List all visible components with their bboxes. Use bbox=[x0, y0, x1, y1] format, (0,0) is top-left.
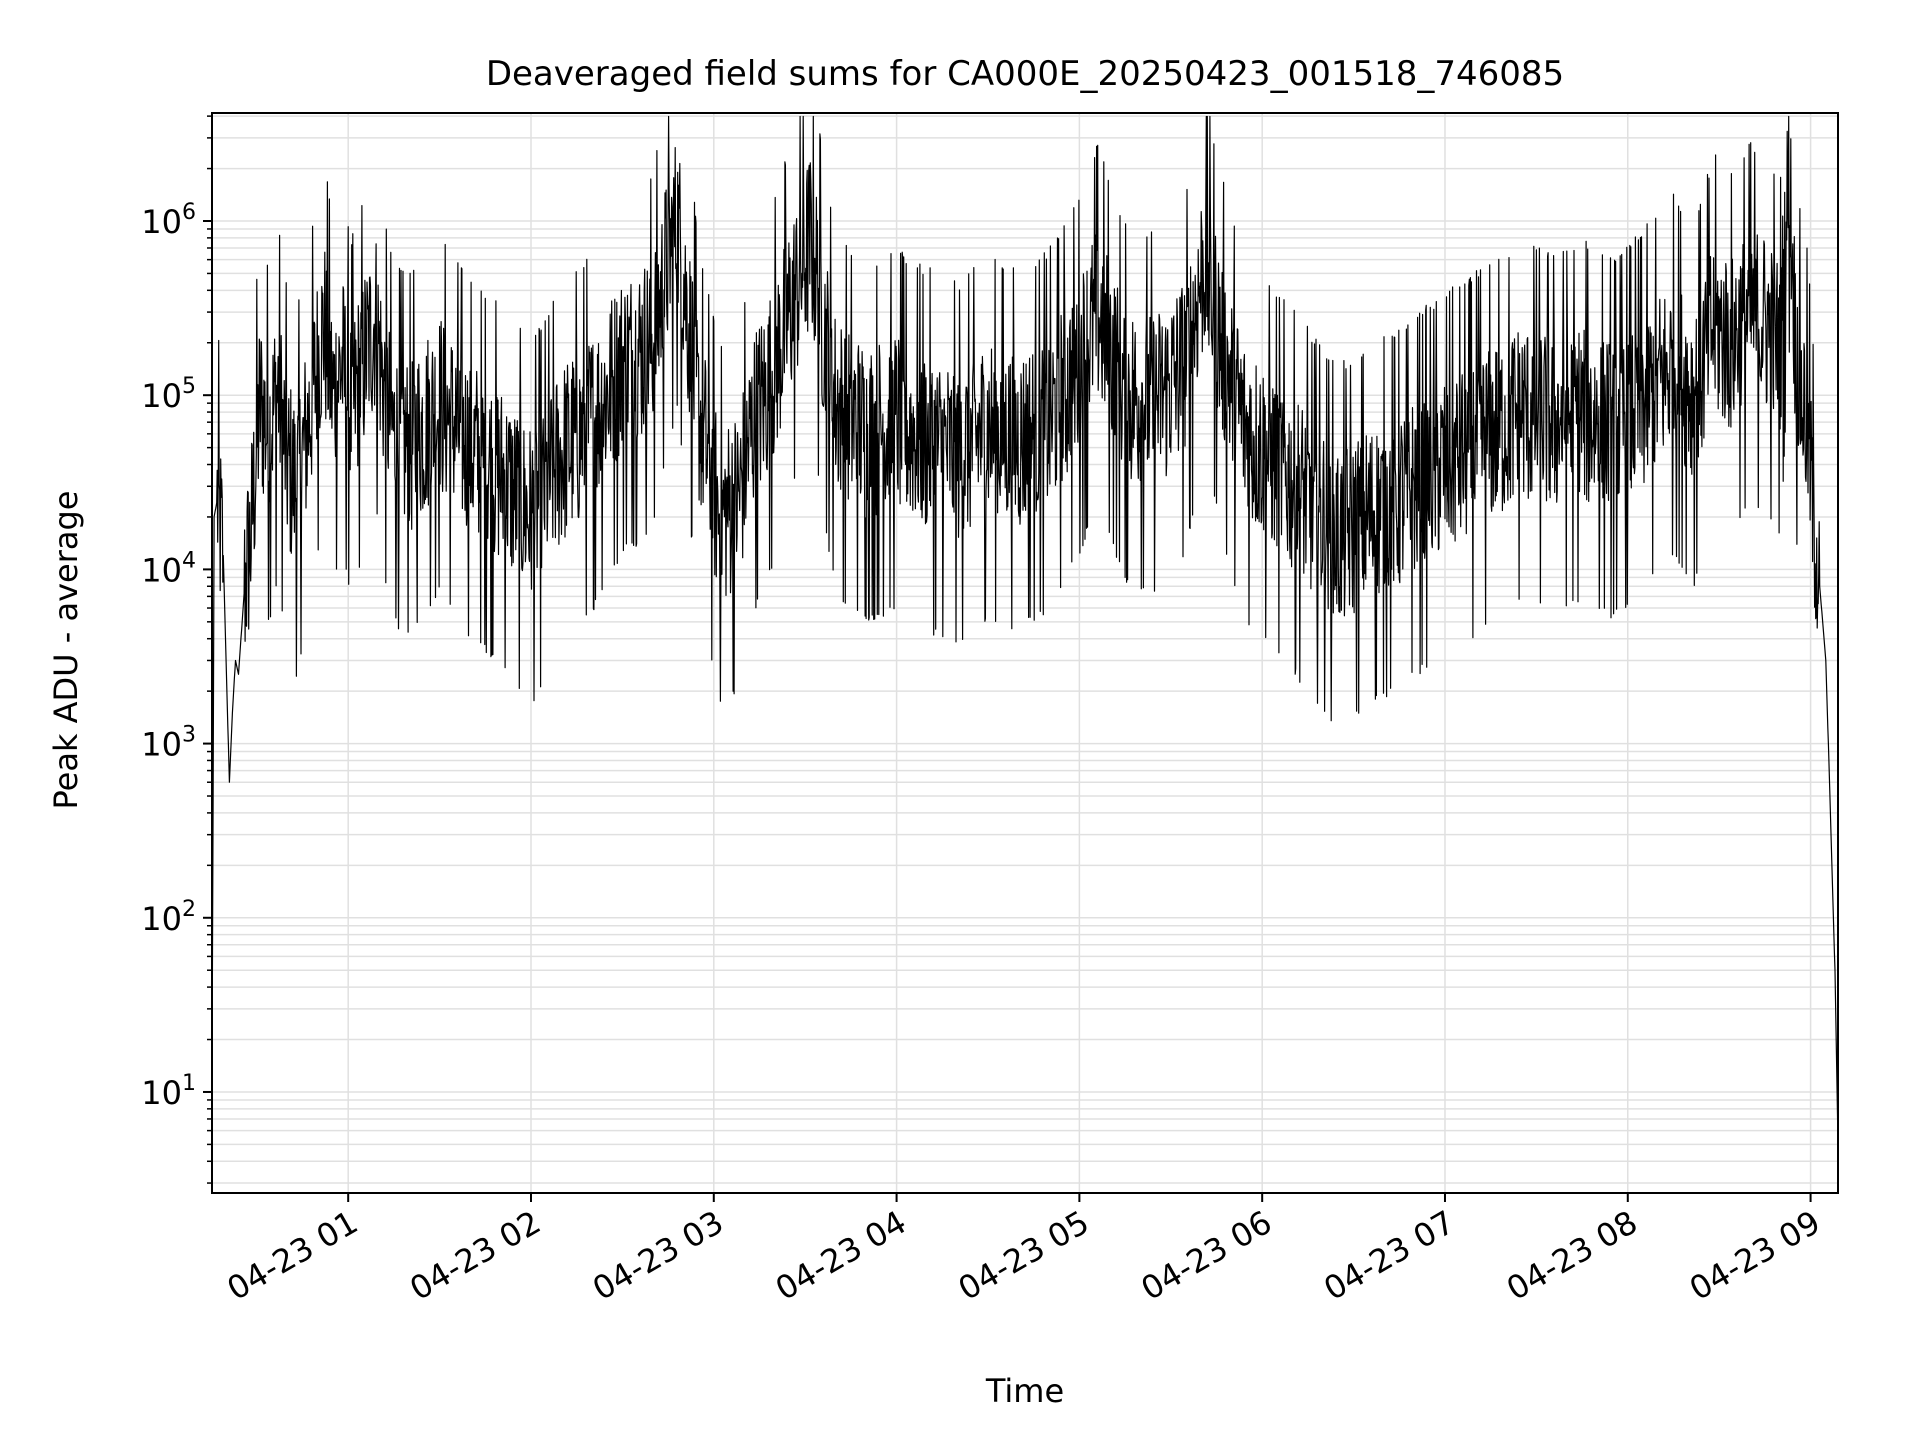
y-tick-label: 103 bbox=[141, 723, 196, 764]
y-axis-label: Peak ADU - average bbox=[47, 491, 85, 810]
plot-frame bbox=[211, 112, 1839, 1194]
y-tick-label: 102 bbox=[141, 897, 196, 938]
y-tick-label: 106 bbox=[141, 200, 196, 241]
x-axis-label: Time bbox=[985, 1372, 1064, 1410]
y-tick-label: 101 bbox=[141, 1071, 196, 1112]
chart-title: Deaveraged field sums for CA000E_2025042… bbox=[486, 54, 1564, 94]
series-layer bbox=[211, 115, 1839, 1145]
y-tick-label: 105 bbox=[141, 374, 196, 415]
series-line bbox=[211, 115, 1839, 1145]
y-tick-label: 104 bbox=[141, 548, 196, 589]
